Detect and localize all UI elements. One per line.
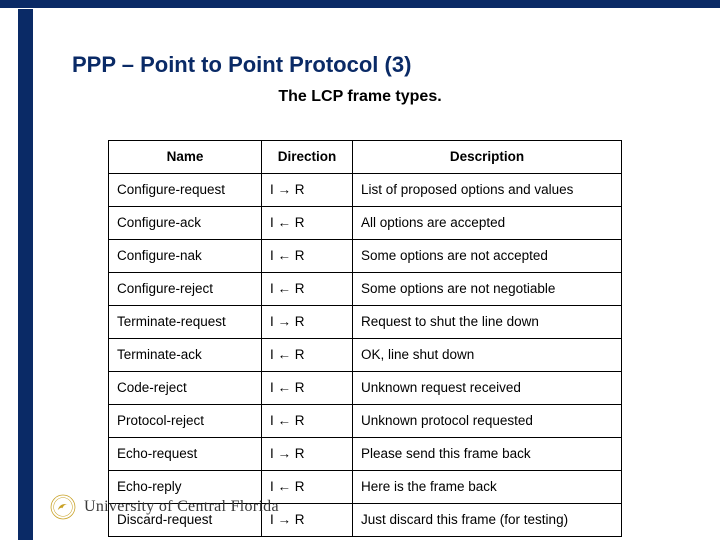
cell-direction: I ← R	[262, 372, 353, 405]
cell-direction: I ← R	[262, 207, 353, 240]
table-row: Configure-ackI ← RAll options are accept…	[109, 207, 622, 240]
cell-direction: I → R	[262, 174, 353, 207]
cell-name: Configure-ack	[109, 207, 262, 240]
cell-description: Request to shut the line down	[353, 306, 622, 339]
col-header-direction: Direction	[262, 141, 353, 174]
ucf-pegasus-seal-icon	[50, 494, 76, 520]
cell-description: Just discard this frame (for testing)	[353, 504, 622, 537]
cell-description: Unknown request received	[353, 372, 622, 405]
lcp-table-container: Name Direction Description Configure-req…	[108, 140, 622, 537]
cell-name: Protocol-reject	[109, 405, 262, 438]
col-header-name: Name	[109, 141, 262, 174]
table-row: Configure-nakI ← RSome options are not a…	[109, 240, 622, 273]
table-row: Code-rejectI ← RUnknown request received	[109, 372, 622, 405]
cell-direction: I ← R	[262, 240, 353, 273]
cell-name: Terminate-request	[109, 306, 262, 339]
footer: University of Central Florida	[50, 494, 279, 520]
table-row: Echo-requestI → RPlease send this frame …	[109, 438, 622, 471]
cell-name: Configure-reject	[109, 273, 262, 306]
cell-name: Configure-request	[109, 174, 262, 207]
cell-description: Here is the frame back	[353, 471, 622, 504]
page-subtitle: The LCP frame types.	[0, 88, 720, 106]
cell-description: List of proposed options and values	[353, 174, 622, 207]
table-row: Terminate-requestI → RRequest to shut th…	[109, 306, 622, 339]
cell-name: Echo-request	[109, 438, 262, 471]
table-row: Protocol-rejectI ← RUnknown protocol req…	[109, 405, 622, 438]
cell-name: Configure-nak	[109, 240, 262, 273]
cell-name: Terminate-ack	[109, 339, 262, 372]
cell-direction: I ← R	[262, 339, 353, 372]
cell-description: All options are accepted	[353, 207, 622, 240]
cell-name: Code-reject	[109, 372, 262, 405]
cell-description: OK, line shut down	[353, 339, 622, 372]
table-body: Configure-requestI → RList of proposed o…	[109, 174, 622, 537]
slide: PPP – Point to Point Protocol (3) The LC…	[0, 0, 720, 540]
cell-description: Some options are not accepted	[353, 240, 622, 273]
lcp-frame-types-table: Name Direction Description Configure-req…	[108, 140, 622, 537]
cell-description: Some options are not negotiable	[353, 273, 622, 306]
cell-direction: I → R	[262, 438, 353, 471]
col-header-description: Description	[353, 141, 622, 174]
cell-description: Unknown protocol requested	[353, 405, 622, 438]
cell-direction: I ← R	[262, 273, 353, 306]
cell-description: Please send this frame back	[353, 438, 622, 471]
table-row: Configure-rejectI ← RSome options are no…	[109, 273, 622, 306]
footer-university-name: University of Central Florida	[84, 498, 279, 516]
cell-direction: I ← R	[262, 405, 353, 438]
table-row: Configure-requestI → RList of proposed o…	[109, 174, 622, 207]
cell-direction: I → R	[262, 306, 353, 339]
page-title: PPP – Point to Point Protocol (3)	[72, 52, 411, 78]
table-row: Terminate-ackI ← ROK, line shut down	[109, 339, 622, 372]
table-header-row: Name Direction Description	[109, 141, 622, 174]
top-accent-bar	[0, 0, 720, 8]
